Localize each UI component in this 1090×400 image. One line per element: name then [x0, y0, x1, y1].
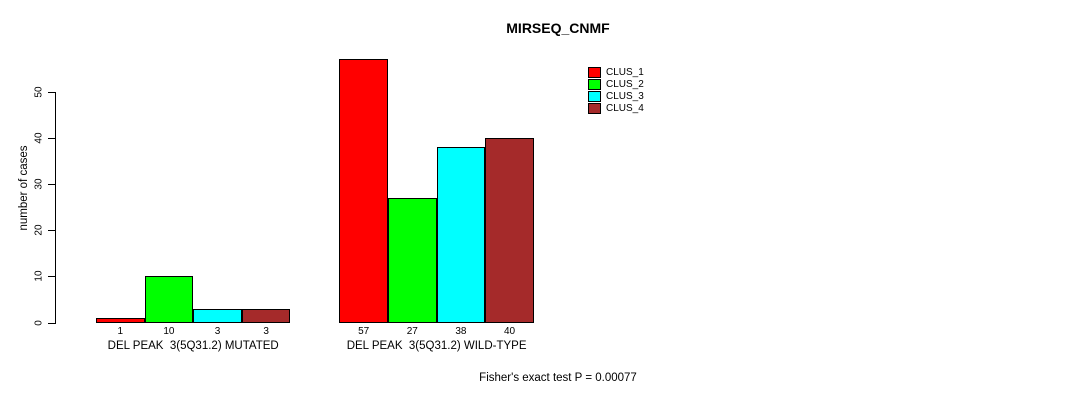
y-tick — [47, 276, 55, 278]
legend-swatch-clus_1 — [588, 66, 601, 78]
y-tick-label: 50 — [33, 85, 45, 98]
bar-value-label: 40 — [503, 326, 516, 337]
bar-value-label: 3 — [263, 326, 269, 337]
bar-clus_3-group2 — [436, 146, 486, 324]
legend-item-clus_2: CLUS_2 — [588, 78, 644, 90]
legend-swatch-clus_4 — [588, 102, 601, 114]
legend-label: CLUS_2 — [606, 78, 644, 90]
y-tick — [47, 91, 55, 93]
legend-label: CLUS_4 — [606, 102, 644, 114]
bar-value-label: 27 — [406, 326, 418, 337]
bar-clus_2-group2 — [388, 197, 437, 324]
legend-item-clus_3: CLUS_3 — [588, 90, 644, 102]
bar-clus_1-group2 — [339, 59, 388, 324]
y-tick-label: 10 — [33, 270, 45, 282]
bar-value-label: 10 — [163, 326, 175, 337]
bar-value-label: 1 — [117, 326, 124, 337]
fisher-test-annotation: Fisher's exact test P = 0.00077 — [479, 372, 637, 384]
y-tick — [47, 183, 55, 185]
group-label: DEL PEAK 3(5Q31.2) MUTATED — [107, 340, 279, 352]
legend-swatch-clus_3 — [588, 90, 601, 102]
y-tick-label: 30 — [33, 178, 45, 190]
group-label: DEL PEAK 3(5Q31.2) WILD-TYPE — [346, 340, 527, 352]
bar-clus_3-group1 — [193, 308, 242, 324]
bar-clus_4-group1 — [241, 308, 291, 324]
chart-title: MIRSEQ_CNMF — [506, 20, 610, 36]
y-tick-label: 20 — [33, 224, 45, 236]
bar-value-label: 57 — [358, 326, 370, 337]
legend-item-clus_1: CLUS_1 — [588, 66, 644, 78]
bar-clus_2-group1 — [144, 276, 194, 324]
legend-swatch-clus_2 — [588, 78, 601, 90]
bar-clus_1-group1 — [96, 317, 145, 324]
bar-clus_4-group2 — [485, 137, 534, 324]
y-axis-line — [54, 91, 56, 324]
y-tick — [47, 322, 55, 324]
y-tick-label: 40 — [33, 132, 45, 144]
y-tick — [47, 137, 55, 139]
bar-value-label: 3 — [214, 326, 221, 337]
y-tick-label: 0 — [33, 319, 45, 326]
y-tick — [47, 230, 55, 232]
legend-label: CLUS_1 — [606, 66, 644, 78]
legend: CLUS_1 CLUS_2 CLUS_3 CLUS_4 — [588, 66, 644, 114]
bar-value-label: 38 — [455, 326, 467, 337]
legend-item-clus_4: CLUS_4 — [588, 102, 644, 114]
legend-label: CLUS_3 — [606, 90, 644, 102]
